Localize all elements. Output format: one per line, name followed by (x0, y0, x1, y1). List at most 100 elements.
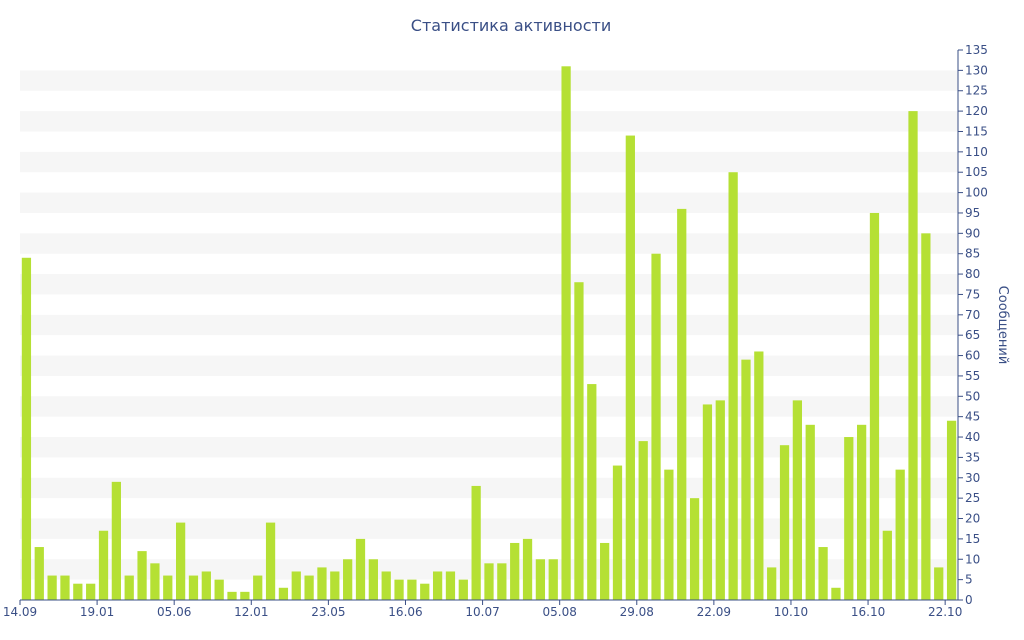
bar (471, 485, 481, 600)
y-axis-label: Сообщений (995, 286, 1010, 365)
y-tick-label: 130 (965, 63, 988, 77)
y-tick-label: 30 (965, 471, 980, 485)
x-tick-label: 23.05 (311, 605, 345, 619)
bar (240, 591, 250, 600)
bar (792, 400, 803, 600)
x-tick-label: 16.10 (851, 605, 885, 619)
grid-bands (20, 70, 958, 580)
bar (188, 575, 199, 600)
grid-band (20, 70, 958, 91)
bar (484, 563, 494, 600)
bar (946, 420, 957, 600)
grid-band (20, 396, 958, 417)
bar (86, 583, 96, 600)
y-tick-label: 35 (965, 450, 980, 464)
grid-band (20, 314, 958, 336)
bar (831, 587, 841, 600)
bar (895, 469, 905, 600)
grid-band (20, 274, 958, 295)
y-tick-label: 105 (965, 165, 988, 179)
x-axis: 14.09 19.01 05.06 12.01 23.05 16.06 10.07 05.08… (3, 599, 962, 619)
bar (34, 547, 44, 600)
bar (265, 522, 276, 600)
bar (702, 404, 713, 600)
bar (921, 233, 931, 600)
bar (381, 571, 391, 600)
bar (638, 441, 648, 600)
bar (497, 563, 507, 600)
bar (343, 559, 353, 600)
bar (587, 384, 597, 600)
bar (317, 567, 327, 600)
x-tick-label: 10.10 (774, 605, 808, 619)
bar (754, 351, 764, 600)
y-tick-label: 125 (965, 84, 988, 98)
bar (214, 579, 224, 600)
y-tick-label: 95 (965, 206, 980, 220)
bar (60, 575, 70, 600)
y-tick-label: 0 (965, 593, 973, 607)
bar (689, 498, 700, 600)
bar (561, 66, 571, 601)
bar (201, 571, 211, 600)
x-tick-label: 19.01 (80, 605, 114, 619)
x-tick-label: 05.06 (157, 605, 191, 619)
grid-band (20, 477, 958, 499)
grid-band (20, 151, 958, 173)
y-tick-label: 10 (965, 552, 980, 566)
bar (535, 559, 546, 600)
bar (625, 135, 635, 600)
bar (934, 567, 944, 600)
y-tick-label: 135 (965, 43, 988, 57)
x-tick-label: 05.08 (542, 605, 576, 619)
bar (73, 583, 83, 600)
bar (21, 257, 32, 600)
y-tick-label: 40 (965, 430, 980, 444)
grid-band (20, 192, 958, 213)
x-tick-label: 29.08 (620, 605, 654, 619)
bar (278, 587, 289, 600)
bar (253, 575, 263, 600)
x-tick-label: 16.06 (388, 605, 422, 619)
bar (651, 253, 661, 600)
y-tick-label: 70 (965, 308, 980, 322)
bar (291, 571, 301, 600)
y-tick-label: 50 (965, 389, 980, 403)
bar (818, 547, 828, 600)
y-tick-label: 110 (965, 145, 988, 159)
bar (368, 559, 378, 600)
bars-group (21, 66, 957, 601)
x-tick-label: 12.01 (234, 605, 268, 619)
bar (111, 481, 121, 600)
bar (869, 212, 880, 600)
grid-band (20, 233, 958, 254)
y-tick-label: 90 (965, 226, 980, 240)
y-tick-label: 100 (965, 186, 988, 200)
grid-band (20, 355, 958, 376)
bar (137, 551, 147, 600)
y-axis: 0 5 10 15 20 25 30 35 40 45 50 55 60 65 70 75 80 85 90 95 10… (957, 43, 988, 607)
bar (355, 538, 366, 600)
bar (844, 437, 854, 600)
y-tick-label: 20 (965, 512, 980, 526)
y-tick-label: 75 (965, 287, 980, 301)
bar (574, 282, 584, 600)
bar (510, 542, 520, 600)
bar (522, 538, 533, 600)
grid-band (20, 111, 958, 132)
bar (664, 469, 674, 600)
y-tick-label: 65 (965, 328, 980, 342)
bar (779, 445, 790, 600)
y-tick-label: 120 (965, 104, 988, 118)
bar (458, 579, 468, 600)
y-tick-label: 115 (965, 124, 988, 138)
bar (420, 583, 430, 600)
y-tick-label: 5 (965, 573, 973, 587)
bar (908, 111, 918, 601)
bar (394, 579, 404, 600)
y-tick-label: 25 (965, 491, 980, 505)
bar (741, 359, 751, 600)
grid-band (20, 437, 958, 458)
